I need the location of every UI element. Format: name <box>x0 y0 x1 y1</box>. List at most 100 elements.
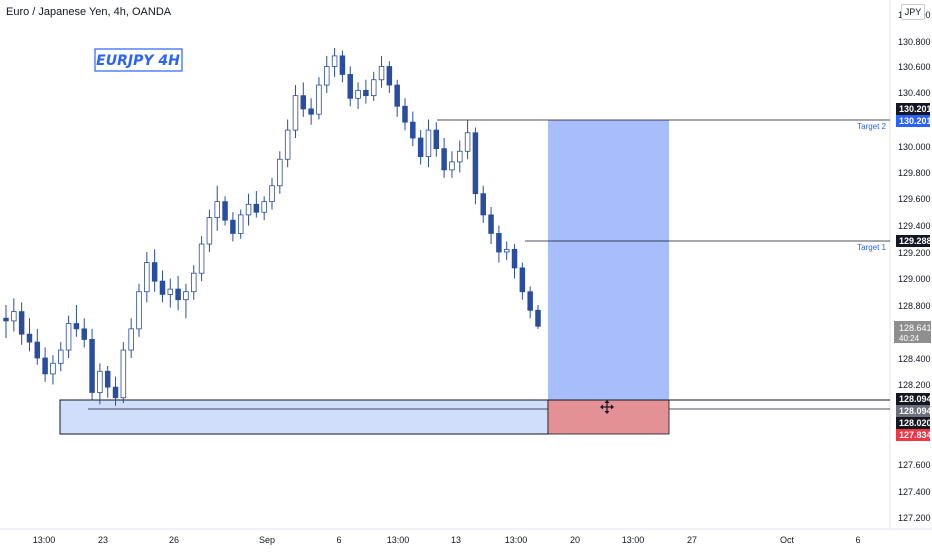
candle <box>3 317 9 322</box>
candle <box>300 95 307 110</box>
candle <box>324 66 330 86</box>
candle <box>120 349 127 399</box>
target1-price-tag <box>896 235 930 247</box>
candle <box>363 89 369 97</box>
time-tick: Sep <box>259 535 275 545</box>
demand-zone[interactable] <box>59 399 549 435</box>
candle <box>11 311 17 322</box>
time-tick: 13:00 <box>505 535 528 545</box>
candle <box>503 248 510 253</box>
entry-price-tag <box>896 393 930 405</box>
price-tick: 129.000 <box>898 274 931 284</box>
target2-price-tag-dark <box>896 103 930 115</box>
candle <box>394 84 400 107</box>
candle <box>292 95 299 131</box>
candle <box>347 74 353 99</box>
candle <box>449 161 455 171</box>
candle <box>58 349 64 364</box>
candle <box>316 84 322 115</box>
candle <box>261 201 267 213</box>
time-tick: 27 <box>687 535 697 545</box>
price-tags: 130.201 130.201 129.288 128.641 40:24 12… <box>894 103 932 441</box>
target2-price-dark: 130.201 <box>899 104 932 114</box>
candle <box>378 66 385 81</box>
candle <box>480 193 486 216</box>
candle <box>457 150 463 163</box>
currency-button[interactable]: JPY <box>901 4 925 20</box>
candle <box>65 323 72 351</box>
move-cursor-icon[interactable] <box>600 400 614 414</box>
target2-price-tag <box>896 115 930 127</box>
candle <box>535 309 541 327</box>
stop-price-tag <box>896 417 930 429</box>
stop-price: 128.020 <box>899 418 932 428</box>
candle <box>159 280 166 295</box>
candle <box>18 311 25 335</box>
candle <box>128 328 134 351</box>
candle <box>370 79 377 97</box>
price-tick: 127.600 <box>898 460 931 470</box>
loss-zone[interactable] <box>548 400 669 434</box>
candle <box>253 203 260 213</box>
symbol-title[interactable]: Euro / Japanese Yen, 4h, OANDA <box>6 6 172 18</box>
candle <box>433 129 440 150</box>
candle <box>167 288 174 295</box>
price-tick: 129.800 <box>898 168 931 178</box>
time-tick: 6 <box>336 535 341 545</box>
candle <box>222 201 228 221</box>
candle <box>464 132 471 152</box>
candle <box>496 233 502 253</box>
price-tick: 129.600 <box>898 194 931 204</box>
candle <box>519 267 526 293</box>
time-axis[interactable]: 13:00 23 26 Sep 6 13:00 13 16 13:00 20 1… <box>33 535 861 545</box>
candle <box>386 66 393 86</box>
candle <box>26 333 33 343</box>
time-tick: 23 <box>98 535 108 545</box>
candle <box>198 243 205 274</box>
entry-price-tag-2 <box>896 405 930 417</box>
price-tick: 128.400 <box>898 354 931 364</box>
candle <box>191 272 197 293</box>
entry-price-2: 128.094 <box>899 406 932 416</box>
time-tick: Oct <box>780 535 795 545</box>
candle <box>81 328 87 340</box>
stop-loss-price-tag <box>896 429 930 441</box>
annotation-box[interactable] <box>94 48 183 72</box>
price-tick: 130.400 <box>898 88 931 98</box>
time-tick: 13:00 <box>622 535 645 545</box>
candle <box>237 214 244 234</box>
candle <box>269 185 275 203</box>
time-tick: 13:00 <box>33 535 56 545</box>
candle <box>472 132 479 195</box>
price-tick: 130.000 <box>898 142 931 152</box>
price-tick: 127.400 <box>898 487 931 497</box>
candle <box>104 370 111 388</box>
candle <box>355 89 361 99</box>
price-tick: 129.200 <box>898 248 931 258</box>
candle <box>183 291 189 301</box>
candle <box>527 291 533 311</box>
candle <box>284 129 291 160</box>
candle <box>50 362 56 375</box>
candles[interactable] <box>3 47 541 406</box>
candle <box>144 262 150 293</box>
candle <box>339 55 346 75</box>
candle <box>73 323 80 330</box>
target1-price: 129.288 <box>899 236 932 246</box>
chart-pane[interactable] <box>0 0 890 529</box>
price-axis[interactable] <box>890 0 932 550</box>
time-tick: 6 <box>855 535 860 545</box>
target2-price: 130.201 <box>899 116 932 126</box>
price-tick: 130.600 <box>898 62 931 72</box>
candle <box>410 121 416 139</box>
candle <box>331 55 338 67</box>
profit-zone[interactable] <box>548 120 669 400</box>
candle <box>245 203 252 216</box>
last-price-tag <box>894 321 931 343</box>
candle <box>214 201 220 218</box>
candle <box>402 105 408 123</box>
price-tick: 129.400 <box>898 221 931 231</box>
candle <box>112 386 119 399</box>
